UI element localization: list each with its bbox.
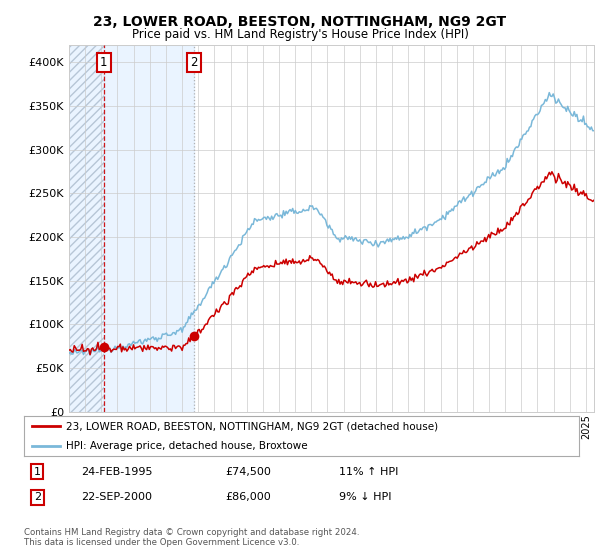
Text: 22-SEP-2000: 22-SEP-2000 (81, 492, 152, 502)
Text: 2: 2 (190, 56, 197, 69)
Text: HPI: Average price, detached house, Broxtowe: HPI: Average price, detached house, Brox… (65, 441, 307, 451)
Text: 24-FEB-1995: 24-FEB-1995 (81, 466, 152, 477)
Text: 9% ↓ HPI: 9% ↓ HPI (339, 492, 391, 502)
Text: 23, LOWER ROAD, BEESTON, NOTTINGHAM, NG9 2GT (detached house): 23, LOWER ROAD, BEESTON, NOTTINGHAM, NG9… (65, 421, 438, 431)
Bar (69, 45, 104, 412)
Bar (104, 45, 194, 412)
Text: £86,000: £86,000 (225, 492, 271, 502)
Text: 1: 1 (100, 56, 107, 69)
Text: Price paid vs. HM Land Registry's House Price Index (HPI): Price paid vs. HM Land Registry's House … (131, 28, 469, 41)
Text: £74,500: £74,500 (225, 466, 271, 477)
Bar (69, 45, 104, 412)
Text: 11% ↑ HPI: 11% ↑ HPI (339, 466, 398, 477)
Text: Contains HM Land Registry data © Crown copyright and database right 2024.
This d: Contains HM Land Registry data © Crown c… (24, 528, 359, 547)
Text: 2: 2 (34, 492, 41, 502)
Text: 1: 1 (34, 466, 41, 477)
Text: 23, LOWER ROAD, BEESTON, NOTTINGHAM, NG9 2GT: 23, LOWER ROAD, BEESTON, NOTTINGHAM, NG9… (94, 15, 506, 29)
